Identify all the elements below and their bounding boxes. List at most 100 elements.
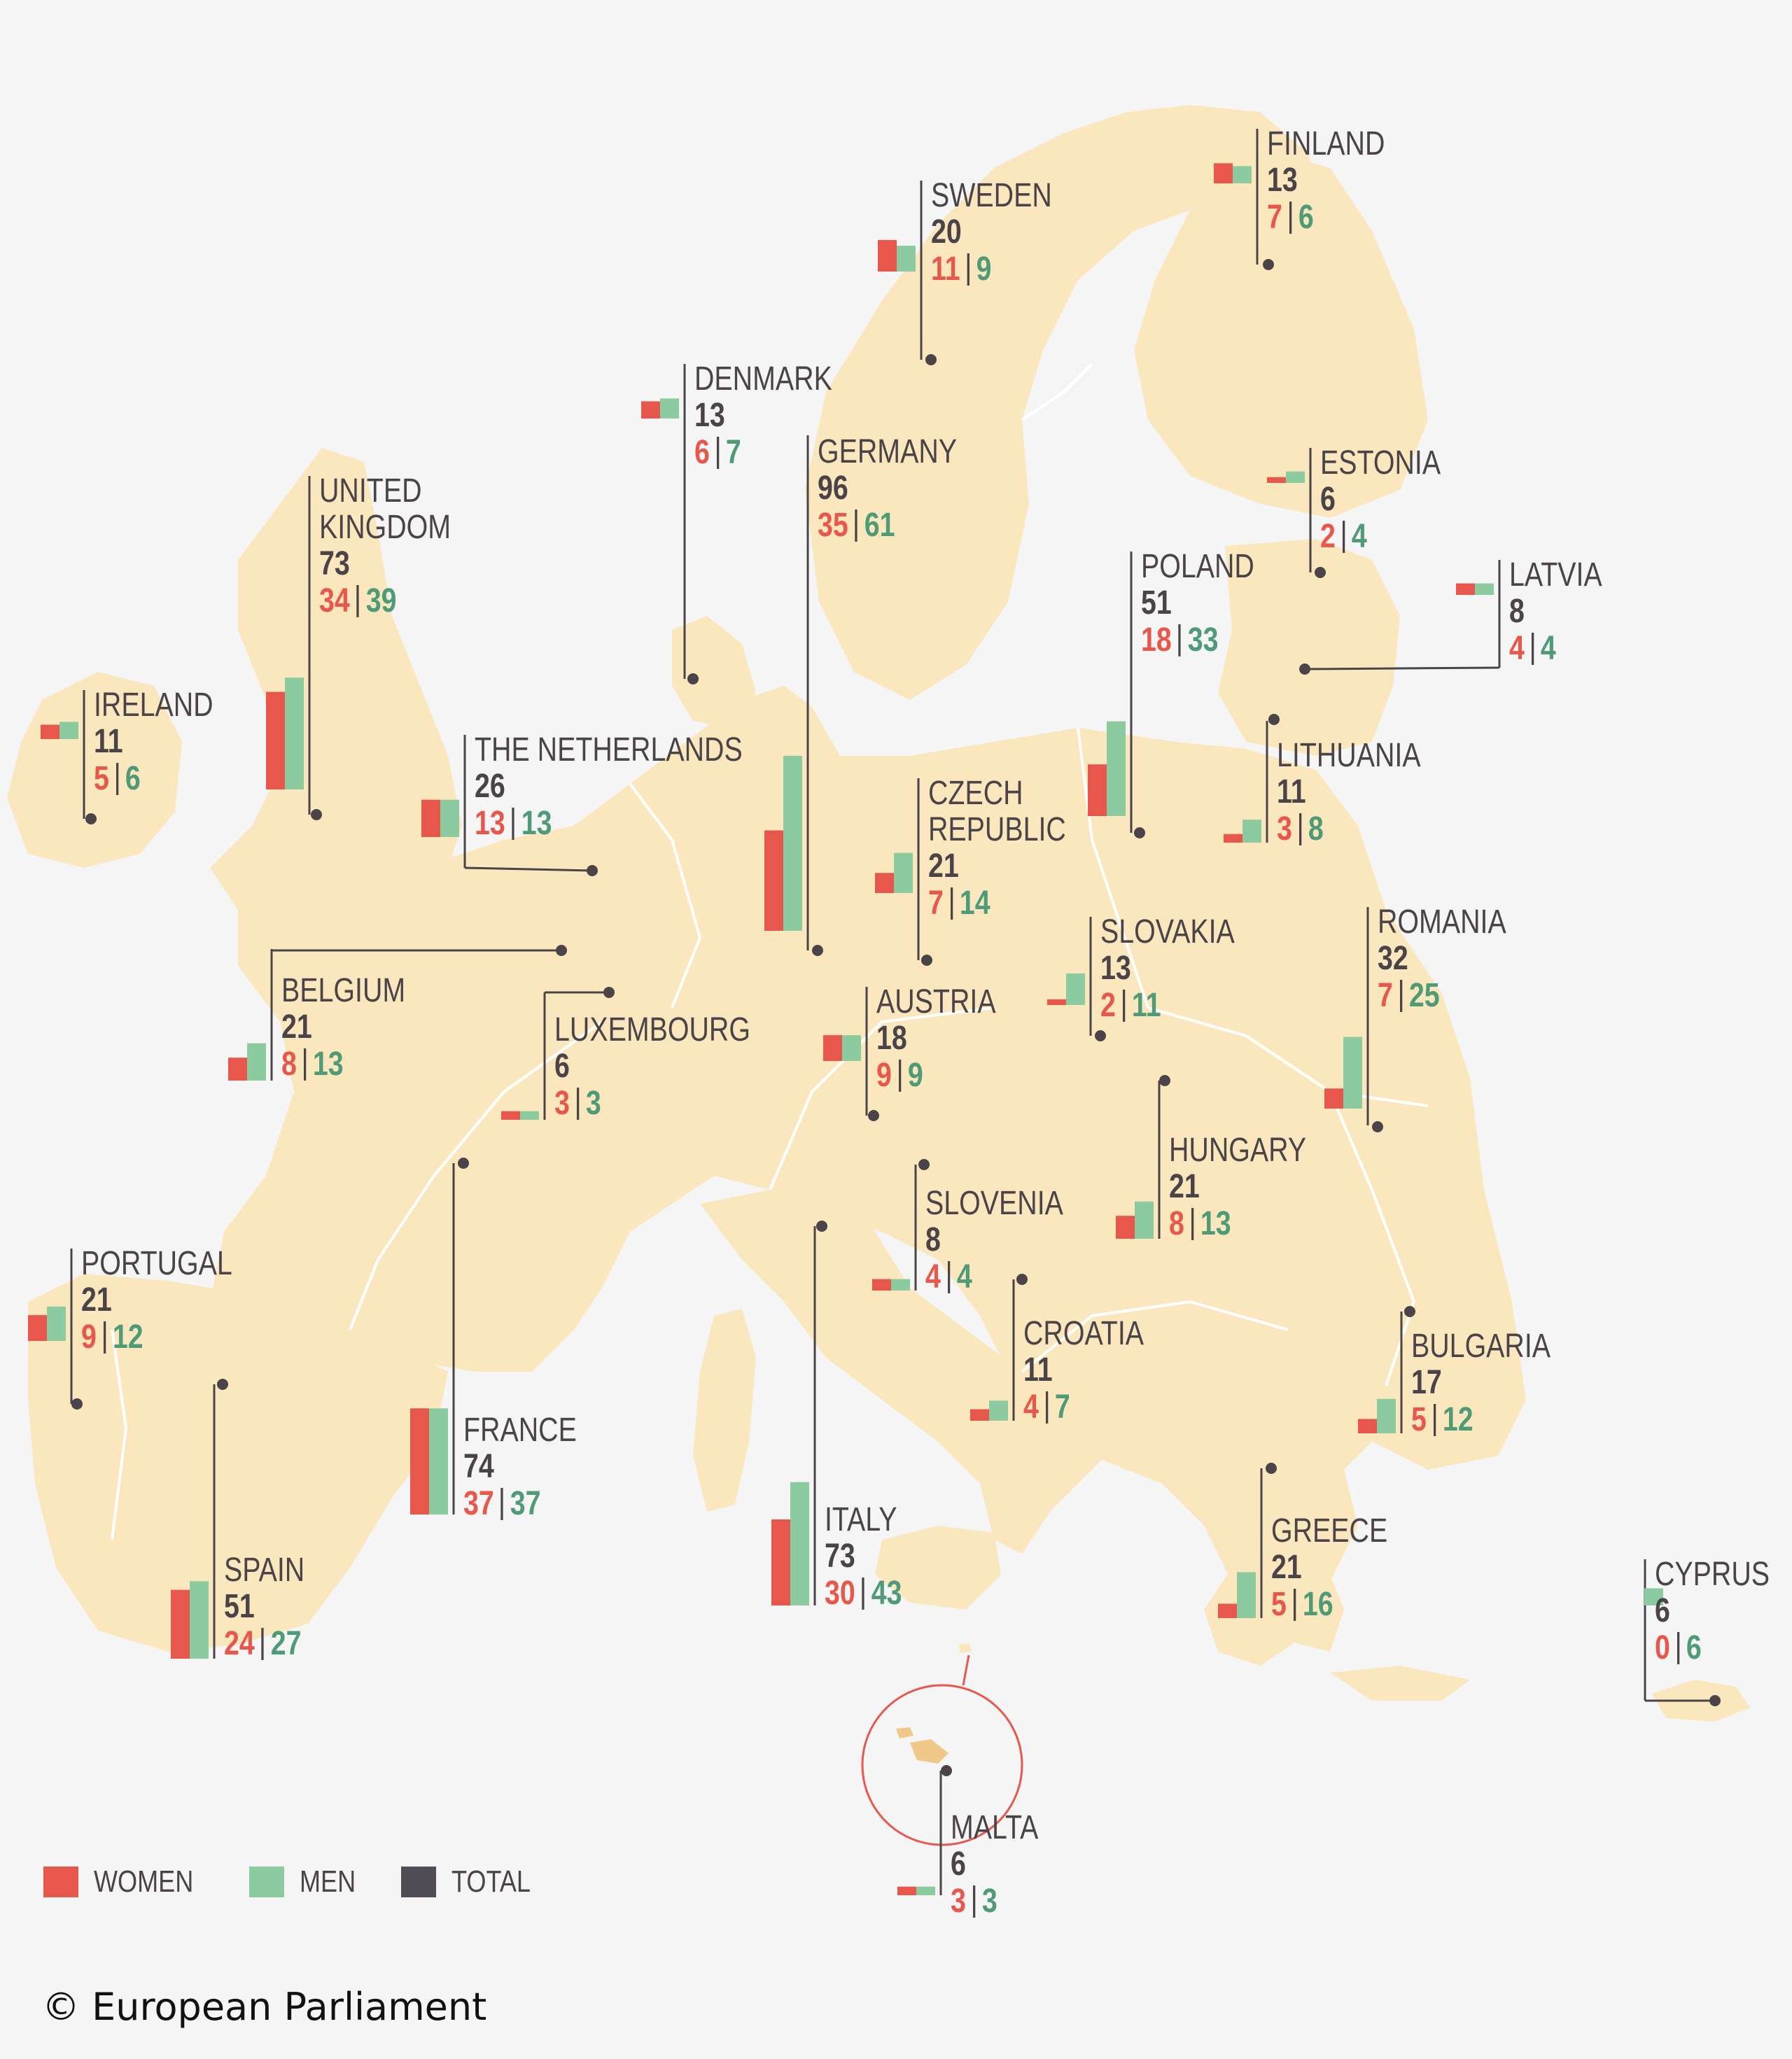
- country-name: BELGIUM: [281, 972, 406, 1009]
- bar-women-netherlands: [421, 799, 440, 837]
- men-seats: 61: [864, 507, 895, 544]
- bar-men-lithuania: [1242, 820, 1261, 843]
- country-name: SPAIN: [224, 1552, 305, 1589]
- separator: [1178, 624, 1181, 656]
- gender-split: 35 61: [818, 507, 957, 544]
- bar-men-slovenia: [891, 1279, 910, 1291]
- location-dot-germany: [812, 945, 823, 956]
- bar-men-austria: [842, 1035, 861, 1061]
- men-seats: 14: [959, 885, 990, 922]
- gender-split: 8 13: [281, 1046, 405, 1083]
- location-dot-cyprus: [1709, 1695, 1721, 1706]
- total-seats: 11: [94, 723, 123, 760]
- bar-women-denmark: [641, 401, 660, 419]
- separator: [512, 808, 514, 840]
- women-seats: 4: [925, 1258, 941, 1295]
- country-label-germany: GERMANY 96 35 61: [818, 434, 957, 544]
- women-seats: 5: [1271, 1586, 1287, 1623]
- country-label-romania: ROMANIA 32 7 25: [1378, 904, 1506, 1015]
- bar-women-estonia: [1267, 477, 1286, 483]
- country-label-austria: AUSTRIA 18 9 9: [876, 984, 996, 1095]
- country-name: SWEDEN: [931, 177, 1052, 214]
- women-seats: 2: [1320, 518, 1336, 555]
- separator: [103, 1321, 106, 1354]
- legend-item-women: WOMEN: [43, 1864, 216, 1899]
- separator: [1289, 202, 1292, 234]
- bar-men-sweden: [897, 246, 916, 272]
- total-seats: 18: [876, 1020, 907, 1057]
- total-seats: 21: [281, 1009, 312, 1046]
- location-dot-denmark: [687, 673, 699, 684]
- gender-split: 5 12: [1411, 1401, 1550, 1439]
- men-seats: 43: [871, 1575, 902, 1612]
- separator: [862, 1577, 864, 1610]
- location-dot-belgium: [556, 945, 567, 956]
- women-seats: 4: [1023, 1389, 1039, 1426]
- separator: [716, 437, 720, 469]
- legend: WOMEN MEN TOTAL: [43, 1864, 582, 1899]
- separator: [947, 1261, 951, 1293]
- bar-women-romania: [1324, 1088, 1343, 1109]
- men-seats: 12: [1442, 1401, 1474, 1438]
- bar-men-estonia: [1286, 471, 1305, 483]
- bar-women-greece: [1218, 1603, 1237, 1618]
- bar-men-poland: [1107, 721, 1126, 816]
- bar-women-sweden: [878, 239, 897, 272]
- men-seats: 13: [521, 805, 552, 842]
- women-seats: 4: [1509, 630, 1525, 667]
- bar-women-germany: [764, 830, 783, 931]
- total-seats: 26: [475, 768, 505, 805]
- bar-men-luxembourg: [520, 1111, 539, 1120]
- country-name: FINLAND: [1267, 125, 1385, 162]
- bar-men-finland: [1233, 166, 1252, 183]
- country-name: MALTA: [951, 1809, 1039, 1846]
- women-seats: 9: [876, 1057, 892, 1094]
- men-seats: 4: [956, 1258, 972, 1295]
- country-name: UNITED: [319, 472, 422, 510]
- total-seats: 11: [1023, 1351, 1053, 1389]
- gender-split: 7 25: [1378, 977, 1506, 1015]
- country-label-denmark: DENMARK 13 6 7: [694, 361, 832, 472]
- location-dot-sweden: [925, 354, 937, 365]
- total-seats: 6: [554, 1048, 570, 1085]
- separator: [1122, 990, 1126, 1022]
- country-name: GERMANY: [818, 433, 958, 470]
- country-label-hungary: HUNGARY 21 8 13: [1169, 1132, 1306, 1243]
- country-label-luxembourg: LUXEMBOURG 6 3 3: [554, 1012, 750, 1123]
- bar-women-croatia: [970, 1409, 989, 1421]
- land-iberia: [28, 1274, 448, 1652]
- country-name: CROATIA: [1023, 1315, 1144, 1352]
- location-dot-netherlands: [587, 865, 598, 876]
- bar-men-malta: [916, 1886, 935, 1895]
- bar-women-united-kingdom: [266, 691, 285, 789]
- total-seats: 6: [1655, 1592, 1670, 1629]
- land-finland: [1134, 154, 1428, 518]
- country-label-lithuania: LITHUANIA 11 3 8: [1277, 738, 1421, 848]
- country-name: AUSTRIA: [876, 983, 996, 1020]
- bar-men-belgium: [247, 1043, 266, 1081]
- country-label-finland: FINLAND 13 7 6: [1267, 126, 1385, 237]
- gender-split: 5 16: [1271, 1586, 1387, 1624]
- men-seats: 16: [1302, 1586, 1334, 1623]
- legend-label: TOTAL: [451, 1864, 531, 1899]
- men-seats: 12: [112, 1319, 144, 1356]
- country-name: IRELAND: [94, 687, 214, 724]
- bar-women-poland: [1088, 764, 1107, 816]
- legend-label: MEN: [299, 1864, 356, 1899]
- total-seats: 74: [463, 1448, 494, 1485]
- country-name: GREECE: [1271, 1512, 1388, 1549]
- location-dot-malta: [941, 1765, 952, 1776]
- country-name: HUNGARY: [1169, 1132, 1307, 1169]
- bar-women-italy: [771, 1519, 790, 1605]
- gender-split: 34 39: [319, 582, 451, 620]
- country-label-poland: POLAND 51 18 33: [1141, 549, 1254, 659]
- country-name: REPUBLIC: [928, 811, 1066, 848]
- total-seats: 6: [1320, 481, 1336, 518]
- location-dot-estonia: [1315, 567, 1326, 578]
- women-seats: 30: [825, 1575, 855, 1612]
